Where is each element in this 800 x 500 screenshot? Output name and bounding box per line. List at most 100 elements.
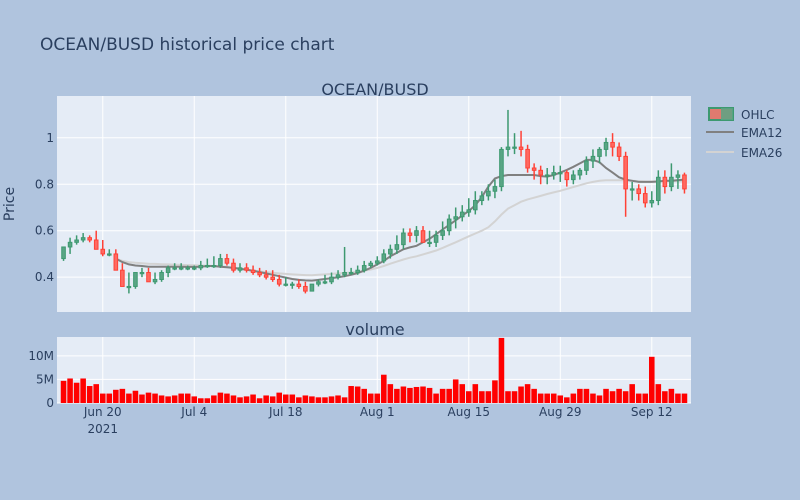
volume-bar bbox=[649, 356, 655, 403]
ohlc-candle bbox=[401, 228, 406, 250]
volume-bar bbox=[635, 393, 642, 403]
ohlc-candle bbox=[316, 279, 321, 287]
candle-body bbox=[518, 146, 524, 150]
candle-body bbox=[381, 253, 387, 262]
volume-bar bbox=[616, 388, 622, 403]
ohlc-candle bbox=[682, 172, 687, 194]
ohlc-candle bbox=[381, 249, 387, 264]
ohlc-candle bbox=[270, 270, 275, 282]
legend-item-ema26[interactable]: EMA26 bbox=[706, 146, 782, 160]
candle-body bbox=[551, 172, 557, 176]
ohlc-candle bbox=[577, 168, 583, 180]
candle-body bbox=[427, 241, 432, 245]
ohlc-candle bbox=[250, 265, 256, 275]
legend[interactable]: OHLC EMA12 EMA26 bbox=[706, 107, 782, 160]
candle-body bbox=[335, 274, 341, 278]
price-plot-area bbox=[57, 96, 691, 312]
candle-body bbox=[499, 148, 504, 188]
volume-bar bbox=[269, 396, 276, 403]
ohlc-candle bbox=[394, 235, 400, 254]
candle-body bbox=[87, 237, 92, 241]
volume-bar bbox=[99, 393, 106, 403]
candle-body bbox=[224, 258, 230, 264]
volume-bar bbox=[518, 386, 524, 403]
volume-bar bbox=[217, 392, 224, 403]
volume-bar bbox=[296, 397, 302, 403]
volume-bar bbox=[80, 378, 86, 403]
ohlc-candle bbox=[433, 230, 439, 247]
candle-body bbox=[290, 283, 295, 286]
x-tick-label: Sep 12 bbox=[631, 405, 673, 419]
ohlc-candle bbox=[185, 265, 191, 271]
volume-bar bbox=[341, 397, 348, 403]
volume-bar bbox=[511, 391, 518, 403]
volume-bar bbox=[374, 393, 381, 403]
candle-body bbox=[211, 265, 217, 268]
volume-bar bbox=[106, 393, 113, 403]
volume-bar bbox=[492, 380, 498, 403]
ohlc-candle bbox=[414, 226, 419, 243]
volume-bar bbox=[465, 391, 472, 403]
legend-label: EMA12 bbox=[741, 126, 782, 140]
volume-bar bbox=[276, 392, 283, 403]
candle-body bbox=[80, 237, 86, 241]
candle-body bbox=[492, 186, 498, 192]
volume-bar bbox=[524, 384, 531, 403]
candle-body bbox=[623, 155, 628, 190]
candle-body bbox=[656, 176, 661, 202]
candle-body bbox=[100, 248, 106, 255]
ohlc-candle bbox=[427, 230, 432, 247]
candle-body bbox=[361, 265, 367, 271]
ohlc-candle bbox=[61, 246, 66, 261]
legend-item-ohlc[interactable]: OHLC bbox=[708, 107, 775, 122]
ohlc-candle bbox=[355, 265, 360, 275]
volume-bar bbox=[400, 386, 407, 403]
volume-bar bbox=[302, 395, 309, 403]
x-tick-label: Aug 1 bbox=[360, 405, 395, 419]
candle-body bbox=[584, 160, 589, 171]
ohlc-candle bbox=[486, 184, 491, 201]
volume-bar bbox=[145, 392, 152, 403]
ohlc-legend-swatch-up bbox=[721, 108, 733, 120]
ohlc-candle bbox=[649, 191, 655, 208]
candle-body bbox=[420, 230, 426, 243]
ohlc-candle bbox=[525, 144, 530, 173]
ohlc-candle bbox=[551, 165, 557, 180]
ohlc-candle bbox=[198, 260, 204, 271]
ohlc-candle bbox=[205, 258, 210, 268]
volume-bar bbox=[328, 396, 335, 403]
ohlc-candle bbox=[636, 184, 642, 201]
ohlc-candle bbox=[584, 156, 589, 175]
volume-bar bbox=[250, 394, 256, 403]
volume-bar bbox=[322, 397, 328, 403]
legend-item-ema12[interactable]: EMA12 bbox=[706, 126, 782, 140]
ohlc-candle bbox=[623, 151, 628, 217]
ohlc-candle bbox=[642, 186, 648, 208]
candle-body bbox=[407, 232, 413, 236]
ohlc-candle bbox=[93, 230, 99, 250]
candle-body bbox=[159, 272, 164, 280]
ohlc-candle bbox=[113, 249, 119, 271]
ohlc-candle bbox=[257, 267, 262, 278]
candle-body bbox=[459, 211, 465, 218]
x-tick-label: Jul 4 bbox=[180, 405, 207, 419]
ohlc-series bbox=[61, 109, 687, 294]
candle-body bbox=[401, 232, 406, 246]
ohlc-candle bbox=[139, 267, 145, 278]
candle-body bbox=[649, 200, 655, 204]
ohlc-candle bbox=[263, 270, 269, 280]
candle-body bbox=[270, 276, 275, 280]
candle-body bbox=[139, 272, 145, 275]
candle-body bbox=[250, 269, 256, 274]
candle-body bbox=[486, 190, 491, 197]
volume-bar bbox=[642, 393, 649, 403]
candle-body bbox=[669, 176, 674, 188]
candle-body bbox=[165, 267, 171, 274]
volume-bar bbox=[531, 388, 537, 403]
candle-body bbox=[466, 209, 472, 213]
ohlc-candle bbox=[276, 274, 282, 287]
volume-bar bbox=[420, 386, 426, 403]
volume-bar bbox=[485, 391, 492, 403]
volume-bar bbox=[184, 393, 191, 403]
